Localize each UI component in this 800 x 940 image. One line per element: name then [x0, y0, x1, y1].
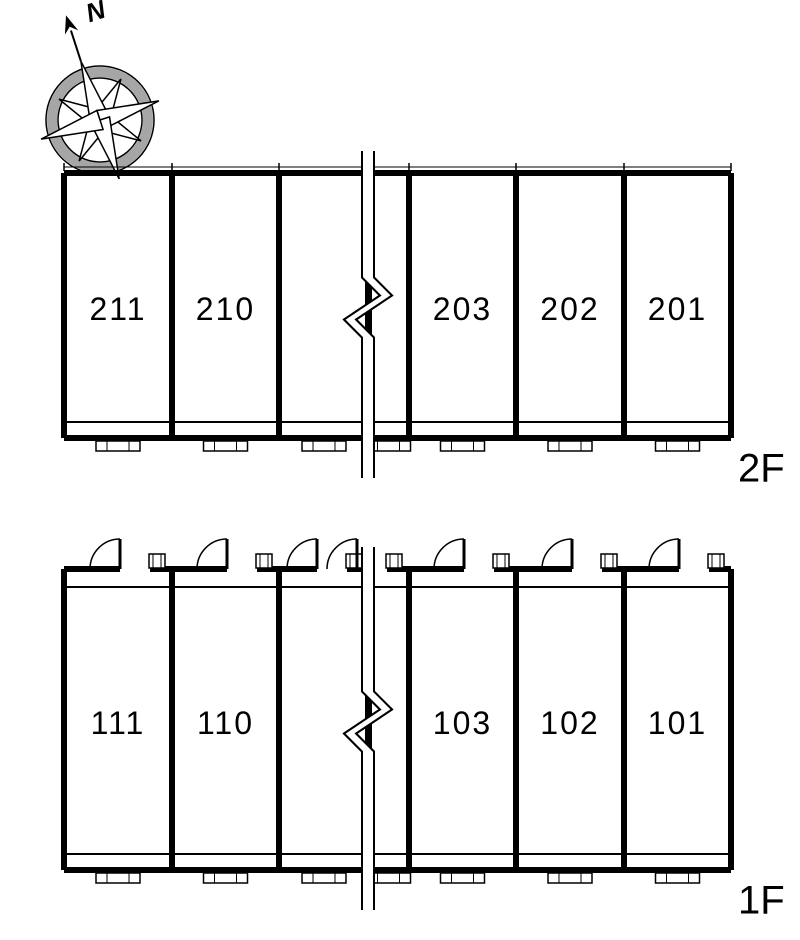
sill-mark	[548, 873, 592, 883]
sill-mark	[302, 873, 346, 883]
compass-rose: N	[4, 0, 178, 198]
room-label: 111	[91, 705, 146, 741]
sill-mark	[656, 441, 700, 451]
pillar-mark	[256, 554, 272, 568]
floor-plan-diagram: N 211 210 203 202 201 2F 111 110 103 102 101 1F	[0, 0, 800, 940]
door-swing	[649, 539, 679, 569]
pillar-mark	[708, 554, 724, 568]
room-label: 210	[196, 291, 255, 327]
room-label: 202	[540, 291, 599, 327]
sill-mark	[302, 441, 346, 451]
room-label: 102	[540, 705, 599, 741]
sill-mark	[441, 873, 485, 883]
door-swing	[434, 539, 464, 569]
pillar-mark	[386, 554, 402, 568]
sill-mark	[548, 441, 592, 451]
pillar-mark	[346, 554, 362, 568]
room-label: 203	[433, 291, 492, 327]
pillar-mark	[493, 554, 509, 568]
room-label: 103	[433, 705, 492, 741]
floor-label: 1F	[738, 879, 785, 923]
pillar-mark	[601, 554, 617, 568]
door-swing	[90, 539, 120, 569]
sill-mark	[96, 873, 140, 883]
room-label: 110	[197, 705, 254, 741]
floor-1F: 111 110 103 102 101 1F	[61, 566, 785, 923]
compass-north-label: N	[82, 0, 110, 28]
sill-mark	[204, 441, 248, 451]
room-label: 201	[648, 291, 707, 327]
sill-mark	[204, 873, 248, 883]
door-swing	[287, 539, 317, 569]
door-swing	[197, 539, 227, 569]
room-label: 101	[648, 705, 707, 741]
door-swing	[542, 539, 572, 569]
floor-label: 2F	[738, 447, 785, 491]
pillar-mark	[149, 554, 165, 568]
sill-mark	[441, 441, 485, 451]
sill-mark	[96, 441, 140, 451]
room-label: 211	[89, 291, 146, 327]
sill-mark	[656, 873, 700, 883]
